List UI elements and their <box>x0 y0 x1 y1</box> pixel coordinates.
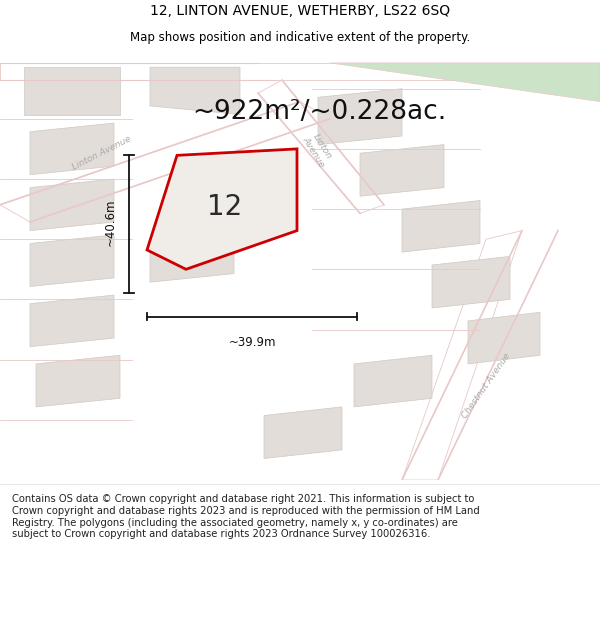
Text: ~922m²/~0.228ac.: ~922m²/~0.228ac. <box>192 99 446 126</box>
Text: 12, LINTON AVENUE, WETHERBY, LS22 6SQ: 12, LINTON AVENUE, WETHERBY, LS22 6SQ <box>150 4 450 18</box>
Polygon shape <box>402 201 480 252</box>
Polygon shape <box>360 144 444 196</box>
Polygon shape <box>36 355 120 407</box>
Text: Contains OS data © Crown copyright and database right 2021. This information is : Contains OS data © Crown copyright and d… <box>12 494 480 539</box>
Polygon shape <box>468 312 540 364</box>
Text: Linton Avenue: Linton Avenue <box>71 134 133 172</box>
Polygon shape <box>30 295 114 347</box>
Polygon shape <box>24 68 120 114</box>
Polygon shape <box>147 149 297 269</box>
Text: ~40.6m: ~40.6m <box>104 198 117 246</box>
Polygon shape <box>258 80 384 213</box>
Polygon shape <box>264 407 342 459</box>
Polygon shape <box>318 89 402 144</box>
Polygon shape <box>150 68 240 114</box>
Text: 12: 12 <box>208 193 242 221</box>
Text: ~39.9m: ~39.9m <box>228 336 276 349</box>
Polygon shape <box>354 355 432 407</box>
Polygon shape <box>330 63 600 102</box>
Polygon shape <box>30 123 114 175</box>
Text: Chestnut Avenue: Chestnut Avenue <box>460 351 512 420</box>
Polygon shape <box>0 102 330 222</box>
Text: Map shows position and indicative extent of the property.: Map shows position and indicative extent… <box>130 31 470 44</box>
Text: Linton
Avenue: Linton Avenue <box>301 129 335 169</box>
Polygon shape <box>150 231 234 282</box>
Polygon shape <box>0 63 600 80</box>
Polygon shape <box>432 256 510 308</box>
Polygon shape <box>402 231 522 480</box>
Polygon shape <box>30 235 114 286</box>
Polygon shape <box>30 179 114 231</box>
